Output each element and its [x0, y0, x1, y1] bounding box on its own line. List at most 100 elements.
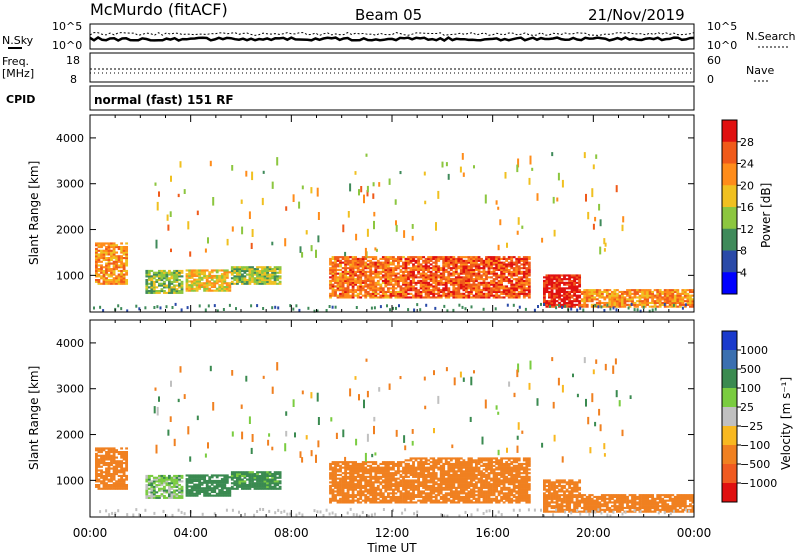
echo-cell [407, 267, 410, 270]
echo-cell [502, 279, 506, 283]
echo-cell [392, 461, 395, 464]
echo-cell [271, 476, 275, 479]
echo-cell [160, 478, 164, 481]
echo-cell [115, 473, 119, 476]
echo-cell [480, 257, 483, 261]
echo-cell [648, 301, 652, 305]
echo-cell [424, 492, 428, 495]
echo-cell [432, 278, 436, 281]
echo-cell [376, 488, 380, 491]
echo-cell [248, 269, 252, 273]
echo-cell [160, 482, 164, 485]
echo-cell [575, 290, 579, 294]
echo-cell [125, 487, 129, 490]
echo-cell [384, 294, 388, 297]
echo-cell [117, 485, 121, 488]
echo-cell [543, 292, 546, 295]
echo-cell [165, 275, 169, 278]
echo-cell [112, 266, 116, 269]
echo-cell [457, 292, 461, 295]
echo-cell [339, 292, 342, 295]
echo-cell [429, 259, 433, 262]
echo-cell [575, 281, 579, 284]
echo-cell [630, 302, 633, 306]
echo-cell [115, 282, 119, 285]
echo-cell [178, 286, 181, 289]
echo-cell [414, 501, 418, 504]
echo-cell [223, 278, 227, 281]
echo-cell [253, 268, 257, 271]
echo-cell [439, 472, 443, 475]
echo-cell [636, 303, 639, 306]
echo-cell [208, 284, 212, 287]
echo-cell [631, 289, 634, 292]
echo-cell [263, 478, 267, 481]
echo-cell [495, 294, 499, 297]
echo-cell [553, 303, 556, 306]
echo-cell [329, 279, 332, 283]
echo-cell [258, 474, 262, 478]
echo-cell [392, 274, 395, 277]
echo-cell [173, 496, 176, 499]
echo-cell [112, 467, 116, 470]
echo-cell [394, 199, 397, 205]
echo-cell [329, 268, 332, 272]
echo-cell [558, 294, 561, 297]
echo-cell [419, 272, 423, 275]
echo-cell [168, 288, 171, 291]
echo-cell [117, 465, 121, 468]
echo-cell [550, 292, 554, 295]
echo-cell [341, 287, 345, 290]
echo-cell [520, 290, 524, 294]
echo-cell [152, 286, 156, 289]
echo-cell [163, 482, 166, 485]
echo-cell [409, 283, 413, 286]
echo-cell [585, 305, 589, 308]
echo-cell [414, 294, 418, 297]
echo-cell [560, 287, 564, 290]
echo-cell [243, 480, 247, 483]
echo-cell [427, 287, 431, 290]
echo-cell [444, 484, 448, 488]
echo-cell [241, 478, 244, 481]
echo-cell [195, 492, 199, 495]
echo-cell [331, 263, 335, 266]
echo-cell [663, 296, 667, 299]
echo-cell [203, 494, 207, 497]
echo-cell [170, 291, 174, 294]
echo-cell [465, 296, 468, 299]
echo-cell [570, 283, 574, 286]
echo-cell [583, 289, 587, 292]
echo-cell [399, 483, 403, 486]
echo-cell [112, 476, 116, 479]
echo-cell [210, 479, 214, 483]
echo-cell [407, 278, 410, 281]
echo-cell [439, 464, 443, 467]
echo-cell [507, 279, 511, 283]
echo-cell [570, 274, 574, 277]
echo-cell [452, 468, 456, 471]
echo-cell [603, 296, 607, 299]
echo-cell [492, 274, 496, 277]
echo-cell [671, 301, 675, 305]
echo-cell [147, 271, 151, 274]
echo-cell [331, 290, 335, 294]
echo-cell [676, 294, 680, 297]
echo-cell [387, 272, 390, 275]
echo-cell [276, 476, 280, 479]
echo-cell [168, 282, 171, 285]
echo-cell [273, 474, 277, 478]
echo-cell [170, 480, 174, 483]
echo-cell [354, 261, 358, 264]
echo-cell [437, 483, 441, 486]
echo-cell [691, 303, 695, 306]
echo-cell [621, 292, 624, 295]
echo-cell [510, 292, 514, 295]
echo-cell [424, 477, 428, 480]
echo-cell [331, 490, 335, 493]
echo-cell [334, 268, 337, 272]
echo-cell [672, 303, 675, 307]
echo-cell [236, 476, 239, 479]
echo-cell [671, 290, 675, 294]
nsearch-label: N.Search [746, 30, 796, 43]
